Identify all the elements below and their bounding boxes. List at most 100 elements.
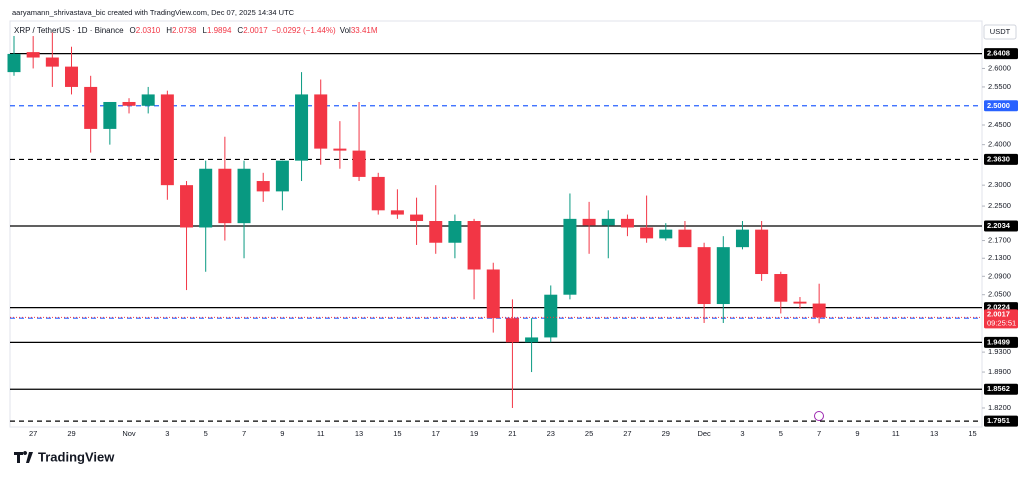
- y-tick-label: 2.1300: [988, 253, 1011, 262]
- logo-mark: [14, 451, 33, 463]
- y-tick-label: 2.0500: [988, 290, 1011, 299]
- candle-body: [122, 101, 136, 106]
- level-label: 2.2034: [987, 221, 1011, 230]
- legend-change: −0.0292 (−1.44%): [272, 26, 336, 35]
- level-label: 1.7951: [987, 416, 1010, 425]
- legend-key: C: [237, 26, 243, 35]
- candle-body: [774, 274, 788, 302]
- level-label: 1.9499: [987, 337, 1010, 346]
- candle-body: [45, 57, 59, 67]
- level-label-box: [984, 220, 1018, 232]
- x-tick-label: 7: [817, 429, 821, 438]
- credit: aaryamann_shrivastava_bic created with T…: [12, 8, 295, 17]
- level-label-box: [984, 48, 1018, 60]
- level-label-box: [984, 153, 1018, 165]
- y-tick-label: 2.5500: [988, 82, 1011, 91]
- plot-frame: [9, 20, 983, 428]
- level-label-box: [984, 415, 1018, 427]
- level-label: 2.6408: [987, 49, 1010, 58]
- candle-body: [103, 101, 117, 129]
- x-tick-label: 25: [585, 429, 593, 438]
- x-tick-label: 3: [740, 429, 744, 438]
- logo-text: TradingView: [38, 449, 115, 464]
- candle-body: [486, 269, 500, 319]
- y-tick-label: 2.1700: [988, 236, 1011, 245]
- candle-body: [7, 53, 21, 73]
- candle-body: [467, 221, 481, 270]
- level-label: 1.8562: [987, 384, 1010, 393]
- candle-body: [256, 181, 270, 192]
- candle-body: [199, 168, 213, 228]
- x-tick-label: 15: [968, 429, 976, 438]
- candle-body: [812, 303, 826, 318]
- x-tick-label: 13: [930, 429, 938, 438]
- legend-value: 2.0017: [243, 26, 268, 35]
- candle-body: [697, 247, 711, 305]
- x-tick-label: 11: [317, 429, 325, 438]
- y-tick-label: 2.2500: [988, 201, 1011, 210]
- y-tick-label: 2.4500: [988, 120, 1011, 129]
- candle-body: [716, 247, 730, 305]
- candle-body: [678, 229, 692, 248]
- x-tick-label: 29: [67, 429, 75, 438]
- candle-body: [448, 221, 462, 243]
- event-marker: [814, 411, 824, 421]
- x-tick-label: 13: [355, 429, 363, 438]
- level-label-box: [984, 336, 1018, 348]
- x-tick-label: Dec: [697, 429, 711, 438]
- legend-key: H: [166, 26, 172, 35]
- legend-value: 1.9894: [207, 26, 232, 35]
- level-label-box: [984, 100, 1018, 112]
- candle-body: [295, 94, 309, 161]
- candle-body: [563, 218, 577, 295]
- candle-body: [314, 94, 328, 149]
- currency-box: [983, 24, 1017, 40]
- candle-body: [141, 94, 155, 106]
- y-tick-label: 1.8200: [988, 403, 1011, 412]
- candle-body: [620, 218, 634, 228]
- legend-key: L: [202, 26, 207, 35]
- x-tick-label: 15: [393, 429, 401, 438]
- candle-body: [160, 94, 174, 186]
- candle-body: [544, 294, 558, 338]
- legend-value: 2.0310: [136, 26, 161, 35]
- legend-symbol: XRP / TetherUS · 1D · Binance: [14, 26, 124, 35]
- countdown: 09:25:51: [987, 318, 1016, 327]
- candle-body: [333, 148, 347, 151]
- y-tick-label: 2.6000: [988, 63, 1011, 72]
- candle-body: [237, 168, 251, 224]
- candle-body: [659, 229, 673, 239]
- x-tick-label: 27: [29, 429, 37, 438]
- legend-key: O: [130, 26, 136, 35]
- candle-body: [180, 185, 194, 228]
- x-tick-label: 19: [470, 429, 478, 438]
- x-tick-label: 21: [508, 429, 516, 438]
- x-tick-label: 23: [547, 429, 555, 438]
- candle-body: [390, 210, 404, 215]
- logo: TradingView: [14, 449, 115, 464]
- x-tick-label: 17: [432, 429, 440, 438]
- y-tick-label: 1.9300: [988, 347, 1011, 356]
- candle-body: [429, 221, 443, 243]
- x-tick-label: 27: [623, 429, 631, 438]
- legend-volume-key: Vol: [340, 26, 351, 35]
- y-tick-label: 2.3000: [988, 180, 1011, 189]
- candle-body: [755, 229, 769, 275]
- x-tick-label: 9: [280, 429, 284, 438]
- legend-volume: 33.41M: [351, 26, 378, 35]
- candle-body: [601, 218, 615, 226]
- current-price-label: 2.0017: [987, 309, 1010, 318]
- level-label: 2.0224: [987, 303, 1011, 312]
- candle-body: [26, 52, 40, 58]
- candle-body: [525, 337, 539, 343]
- candle-body: [410, 214, 424, 222]
- x-tick-label: 7: [242, 429, 246, 438]
- candle-body: [218, 168, 232, 224]
- candle-body: [65, 66, 79, 87]
- level-label: 2.3630: [987, 154, 1010, 163]
- candle-body: [640, 227, 654, 239]
- candle-body: [582, 218, 596, 226]
- y-tick-label: 2.4000: [988, 140, 1011, 149]
- x-tick-label: 11: [892, 429, 900, 438]
